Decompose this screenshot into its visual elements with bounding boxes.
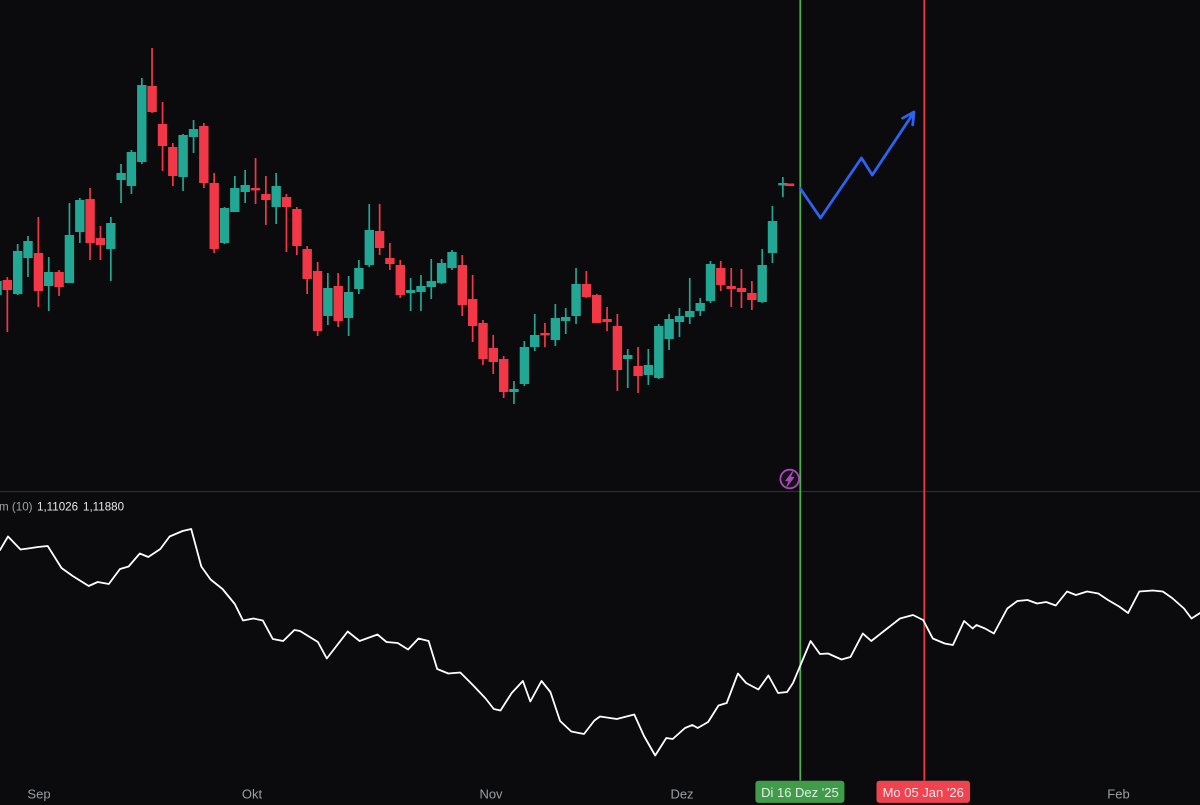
svg-text:Feb: Feb — [1107, 787, 1129, 802]
svg-text:Mo 05 Jan '26: Mo 05 Jan '26 — [883, 785, 964, 800]
svg-text:1,11026: 1,11026 — [37, 501, 78, 514]
svg-text:Di 16 Dez '25: Di 16 Dez '25 — [761, 785, 839, 800]
svg-text:1,11880: 1,11880 — [83, 501, 124, 514]
svg-text:Okt: Okt — [242, 787, 263, 802]
svg-text:Nov: Nov — [479, 787, 503, 802]
svg-text:m (10): m (10) — [0, 501, 33, 514]
svg-text:Dez: Dez — [670, 787, 693, 802]
svg-text:Sep: Sep — [27, 787, 50, 802]
